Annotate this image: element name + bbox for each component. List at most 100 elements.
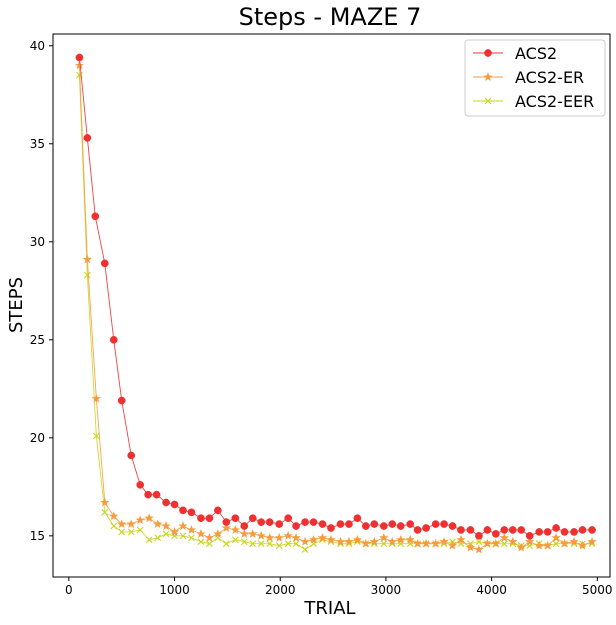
data-point — [447, 540, 458, 550]
data-point — [154, 534, 162, 542]
data-point — [231, 514, 240, 523]
data-point — [83, 134, 92, 142]
data-point — [144, 513, 154, 523]
data-point — [136, 526, 144, 534]
data-point — [396, 522, 405, 530]
data-point — [361, 538, 371, 548]
data-point — [345, 520, 353, 528]
data-point — [109, 335, 118, 344]
x-axis: 0 1000 2000 3000 4000 5000 — [65, 577, 613, 597]
series-line — [78, 75, 593, 551]
data-point — [475, 538, 483, 546]
data-point — [188, 534, 195, 542]
data-point — [110, 522, 118, 530]
data-point — [352, 534, 363, 544]
series-acs2-er — [74, 60, 597, 554]
data-point — [405, 534, 415, 544]
data-point — [318, 520, 327, 528]
data-point — [109, 511, 119, 521]
data-point — [387, 536, 397, 546]
x-tick-label: 0 — [65, 583, 73, 597]
y-tick-label: 40 — [30, 39, 45, 53]
data-point — [214, 506, 222, 515]
data-point — [291, 532, 301, 542]
legend-label: ACS2 — [515, 44, 557, 63]
data-point — [380, 540, 388, 548]
data-point — [249, 540, 257, 548]
data-point — [301, 546, 309, 553]
y-tick-label: 35 — [30, 137, 45, 151]
data-point — [379, 532, 389, 542]
data-point — [588, 526, 596, 534]
data-point — [74, 60, 85, 70]
data-point — [379, 522, 388, 530]
data-point — [222, 518, 231, 526]
data-point — [474, 544, 484, 554]
data-point — [508, 536, 518, 546]
data-point — [230, 525, 240, 534]
data-point — [179, 506, 187, 515]
data-point — [257, 518, 266, 526]
data-point — [118, 528, 126, 536]
x-axis-label: TRIAL — [303, 598, 355, 619]
data-point — [292, 522, 300, 530]
data-point — [370, 520, 379, 528]
data-point — [457, 526, 465, 534]
data-point — [448, 522, 457, 530]
data-point — [231, 536, 239, 544]
series-acs2-eer — [76, 71, 596, 553]
data-point — [551, 532, 561, 542]
data-point — [440, 520, 448, 528]
data-point — [266, 540, 274, 548]
data-point — [421, 538, 431, 548]
data-point — [284, 514, 293, 523]
data-point — [577, 540, 588, 550]
legend-box — [464, 39, 606, 117]
plot-area — [52, 33, 611, 578]
data-point — [248, 514, 257, 523]
data-point — [369, 536, 379, 546]
data-point — [187, 508, 196, 517]
chart-title: Steps - MAZE 7 — [239, 3, 422, 31]
data-point — [552, 524, 560, 532]
series-line — [78, 57, 593, 537]
legend-label: ACS2-ER — [515, 68, 584, 87]
data-point — [552, 540, 560, 548]
data-point — [483, 526, 492, 534]
data-point — [100, 497, 110, 507]
data-point — [221, 523, 231, 532]
data-point — [75, 53, 84, 62]
data-point — [525, 536, 535, 546]
data-point — [213, 529, 223, 538]
y-tick-label: 20 — [30, 431, 45, 445]
data-point — [535, 528, 544, 536]
series-layer — [74, 53, 597, 554]
data-point — [257, 540, 265, 548]
data-point — [240, 522, 249, 530]
data-point — [127, 451, 136, 460]
data-point — [431, 520, 440, 528]
data-point — [82, 254, 92, 264]
data-point — [117, 396, 126, 405]
x-tick-label: 4000 — [476, 583, 507, 597]
data-point — [500, 540, 508, 548]
data-point — [284, 540, 292, 548]
data-point — [587, 536, 597, 546]
data-point — [336, 520, 345, 528]
data-point — [179, 532, 187, 540]
data-point — [101, 508, 109, 516]
data-point — [569, 536, 579, 546]
data-point — [92, 432, 100, 440]
data-point — [492, 530, 500, 538]
data-point — [301, 518, 309, 526]
data-point — [516, 542, 526, 552]
data-point — [292, 540, 300, 548]
data-point — [491, 538, 501, 548]
data-point — [456, 534, 466, 544]
data-point — [344, 536, 354, 546]
data-point — [178, 521, 188, 530]
data-point — [275, 520, 284, 528]
data-point — [430, 538, 441, 548]
data-point — [145, 536, 153, 544]
